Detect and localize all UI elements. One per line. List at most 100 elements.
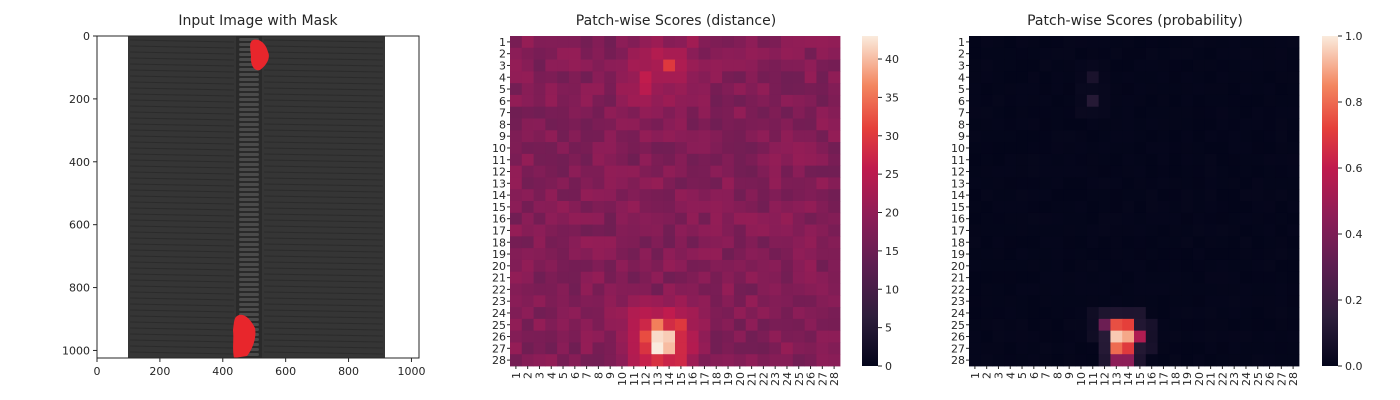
heatmap-cell — [1169, 177, 1182, 190]
heatmap-cell — [1122, 201, 1135, 214]
heatmap-cell — [828, 177, 841, 190]
heatmap-cell — [627, 59, 641, 72]
heatmap-cell — [1004, 248, 1017, 261]
heatmap-cell — [992, 201, 1005, 214]
heatmap-cell — [651, 248, 664, 261]
heatmap-cell — [1181, 118, 1194, 131]
heatmap-cell — [1251, 118, 1265, 131]
heatmap-cell — [1110, 212, 1123, 225]
heatmap-cell — [616, 259, 629, 273]
heatmap-cell — [1204, 118, 1217, 131]
heatmap-cell — [1039, 271, 1052, 284]
heatmap-cell — [1287, 47, 1300, 60]
heatmap-cell — [627, 271, 641, 284]
heatmap-cell — [992, 36, 1005, 49]
heatmap-cell — [804, 236, 817, 249]
heatmap-cell — [804, 153, 817, 167]
heatmap-cell — [1051, 83, 1064, 96]
heatmap-cell — [675, 283, 688, 296]
heatmap-cell — [781, 307, 794, 320]
heatmap-cell — [675, 330, 688, 343]
heatmap-cell — [828, 47, 841, 60]
heatmap-cell — [769, 189, 782, 202]
heatmap-cell — [698, 330, 711, 343]
heatmap-cell — [1157, 71, 1170, 84]
heatmap-cell — [1098, 224, 1111, 237]
heatmap-cell — [1204, 318, 1217, 332]
heatmap-cell — [1228, 189, 1241, 202]
heatmap-cell — [816, 354, 829, 367]
heatmap-cell — [1228, 224, 1241, 237]
heatmap-cell — [580, 177, 593, 190]
y-tick-label: 15 — [951, 201, 965, 214]
heatmap-cell — [1275, 47, 1288, 60]
heatmap-cell — [627, 83, 641, 96]
heatmap-cell — [733, 118, 747, 131]
heatmap-cell — [557, 189, 570, 202]
heatmap-cell — [1086, 271, 1100, 284]
zipper-tooth — [239, 133, 259, 136]
fabric-weave-line — [263, 63, 384, 67]
heatmap-cell — [1181, 71, 1194, 84]
heatmap-cell — [1027, 259, 1041, 273]
heatmap-cell — [510, 59, 523, 72]
heatmap-cell — [533, 71, 546, 84]
heatmap-cell — [1051, 212, 1064, 225]
heatmap-cell — [1275, 236, 1288, 249]
x-tick-label: 4 — [1004, 372, 1017, 379]
heatmap-cell — [592, 153, 605, 167]
heatmap-cell — [1275, 142, 1288, 155]
heatmap-cell — [1086, 130, 1100, 143]
heatmap-cell — [1027, 36, 1041, 49]
heatmap-cell — [1287, 342, 1300, 355]
heatmap-cell — [1086, 36, 1100, 49]
heatmap-cell — [1016, 295, 1029, 308]
heatmap-cell — [1216, 330, 1229, 343]
heatmap-cell — [1204, 189, 1217, 202]
zipper-tooth — [239, 263, 259, 266]
x-tick-label: 18 — [710, 372, 723, 386]
x-tick-label: 1000 — [397, 365, 425, 378]
x-tick-label: 14 — [663, 372, 676, 386]
heatmap-cell — [1204, 165, 1217, 178]
heatmap-cell — [781, 354, 794, 367]
heatmap-cell — [969, 342, 982, 355]
zipper-tooth — [239, 93, 259, 96]
heatmap-cell — [769, 283, 782, 296]
heatmap-cell — [627, 236, 641, 249]
heatmap-cell — [616, 59, 629, 72]
heatmap-cell — [1145, 201, 1158, 214]
heatmap-cell — [1051, 59, 1064, 72]
heatmap-cell — [675, 165, 688, 178]
heatmap-cell — [1216, 177, 1229, 190]
heatmap-cell — [675, 94, 688, 108]
heatmap-cell — [698, 236, 711, 249]
heatmap-cell — [769, 177, 782, 190]
heatmap-cell — [1086, 201, 1100, 214]
y-tick-label: 7 — [499, 107, 506, 120]
heatmap-cell — [1122, 248, 1135, 261]
heatmap-cell — [1263, 330, 1276, 343]
heatmap-cell — [1098, 130, 1111, 143]
heatmap-cell — [698, 248, 711, 261]
heatmap-cell — [1098, 295, 1111, 308]
heatmap-cell — [698, 36, 711, 49]
heatmap-cell — [710, 142, 723, 155]
heatmap-cell — [675, 118, 688, 131]
heatmap-cell — [1039, 94, 1052, 108]
heatmap-cell — [1169, 94, 1182, 108]
heatmap-cell — [1039, 295, 1052, 308]
heatmap-cell — [792, 318, 806, 332]
heatmap-cell — [568, 307, 582, 320]
zipper-tooth — [239, 293, 259, 296]
heatmap-cell — [580, 354, 593, 367]
heatmap-cell — [1216, 248, 1229, 261]
heatmap-cell — [1016, 318, 1029, 332]
heatmap-cell — [1181, 212, 1194, 225]
heatmap-cell — [663, 189, 676, 202]
fabric-weave-line — [129, 345, 235, 349]
heatmap-cell — [980, 165, 993, 178]
heatmap-cell — [733, 236, 747, 249]
heatmap-cell — [663, 142, 676, 155]
zipper-tooth — [239, 208, 259, 211]
